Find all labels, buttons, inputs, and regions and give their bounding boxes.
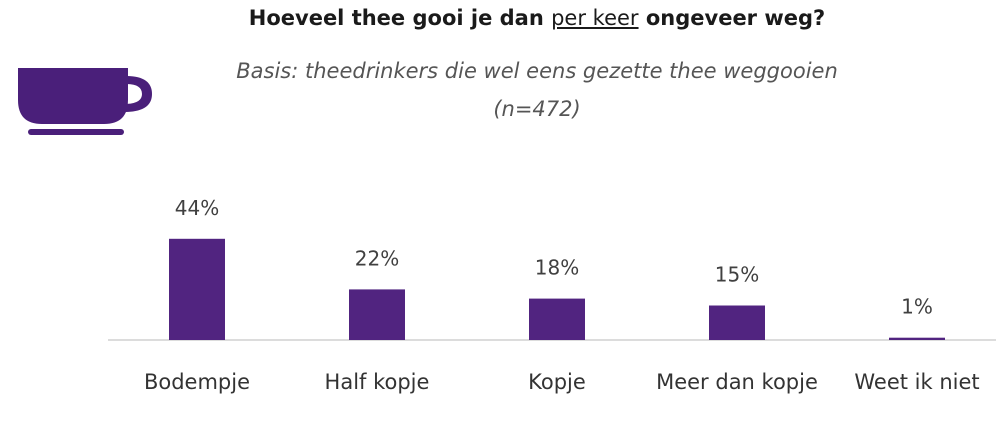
x-tick-label: Weet ik niet bbox=[854, 370, 980, 394]
chart-subtitle: Basis: theedrinkers die wel eens gezette… bbox=[236, 59, 838, 121]
bar bbox=[709, 305, 765, 340]
value-label: 22% bbox=[355, 246, 399, 270]
value-label: 15% bbox=[715, 263, 759, 287]
chart-title: Hoeveel thee gooi je dan per keer ongeve… bbox=[137, 6, 937, 30]
value-label: 44% bbox=[175, 196, 219, 220]
bar bbox=[349, 289, 405, 340]
x-tick-label: Half kopje bbox=[324, 370, 430, 394]
x-tick-label: Meer dan kopje bbox=[656, 370, 818, 394]
bar bbox=[889, 337, 945, 340]
value-label: 18% bbox=[535, 256, 579, 280]
title-part: Hoeveel thee gooi je dan bbox=[248, 6, 552, 30]
bar bbox=[529, 298, 585, 340]
x-tick-label: Bodempje bbox=[143, 370, 251, 394]
title-part: per keer bbox=[551, 6, 639, 30]
x-tick-label: Kopje bbox=[528, 370, 586, 394]
value-label: 1% bbox=[901, 295, 933, 319]
cup-icon bbox=[18, 68, 152, 135]
bar bbox=[169, 238, 225, 340]
title-part: ongeveer weg? bbox=[638, 6, 826, 30]
